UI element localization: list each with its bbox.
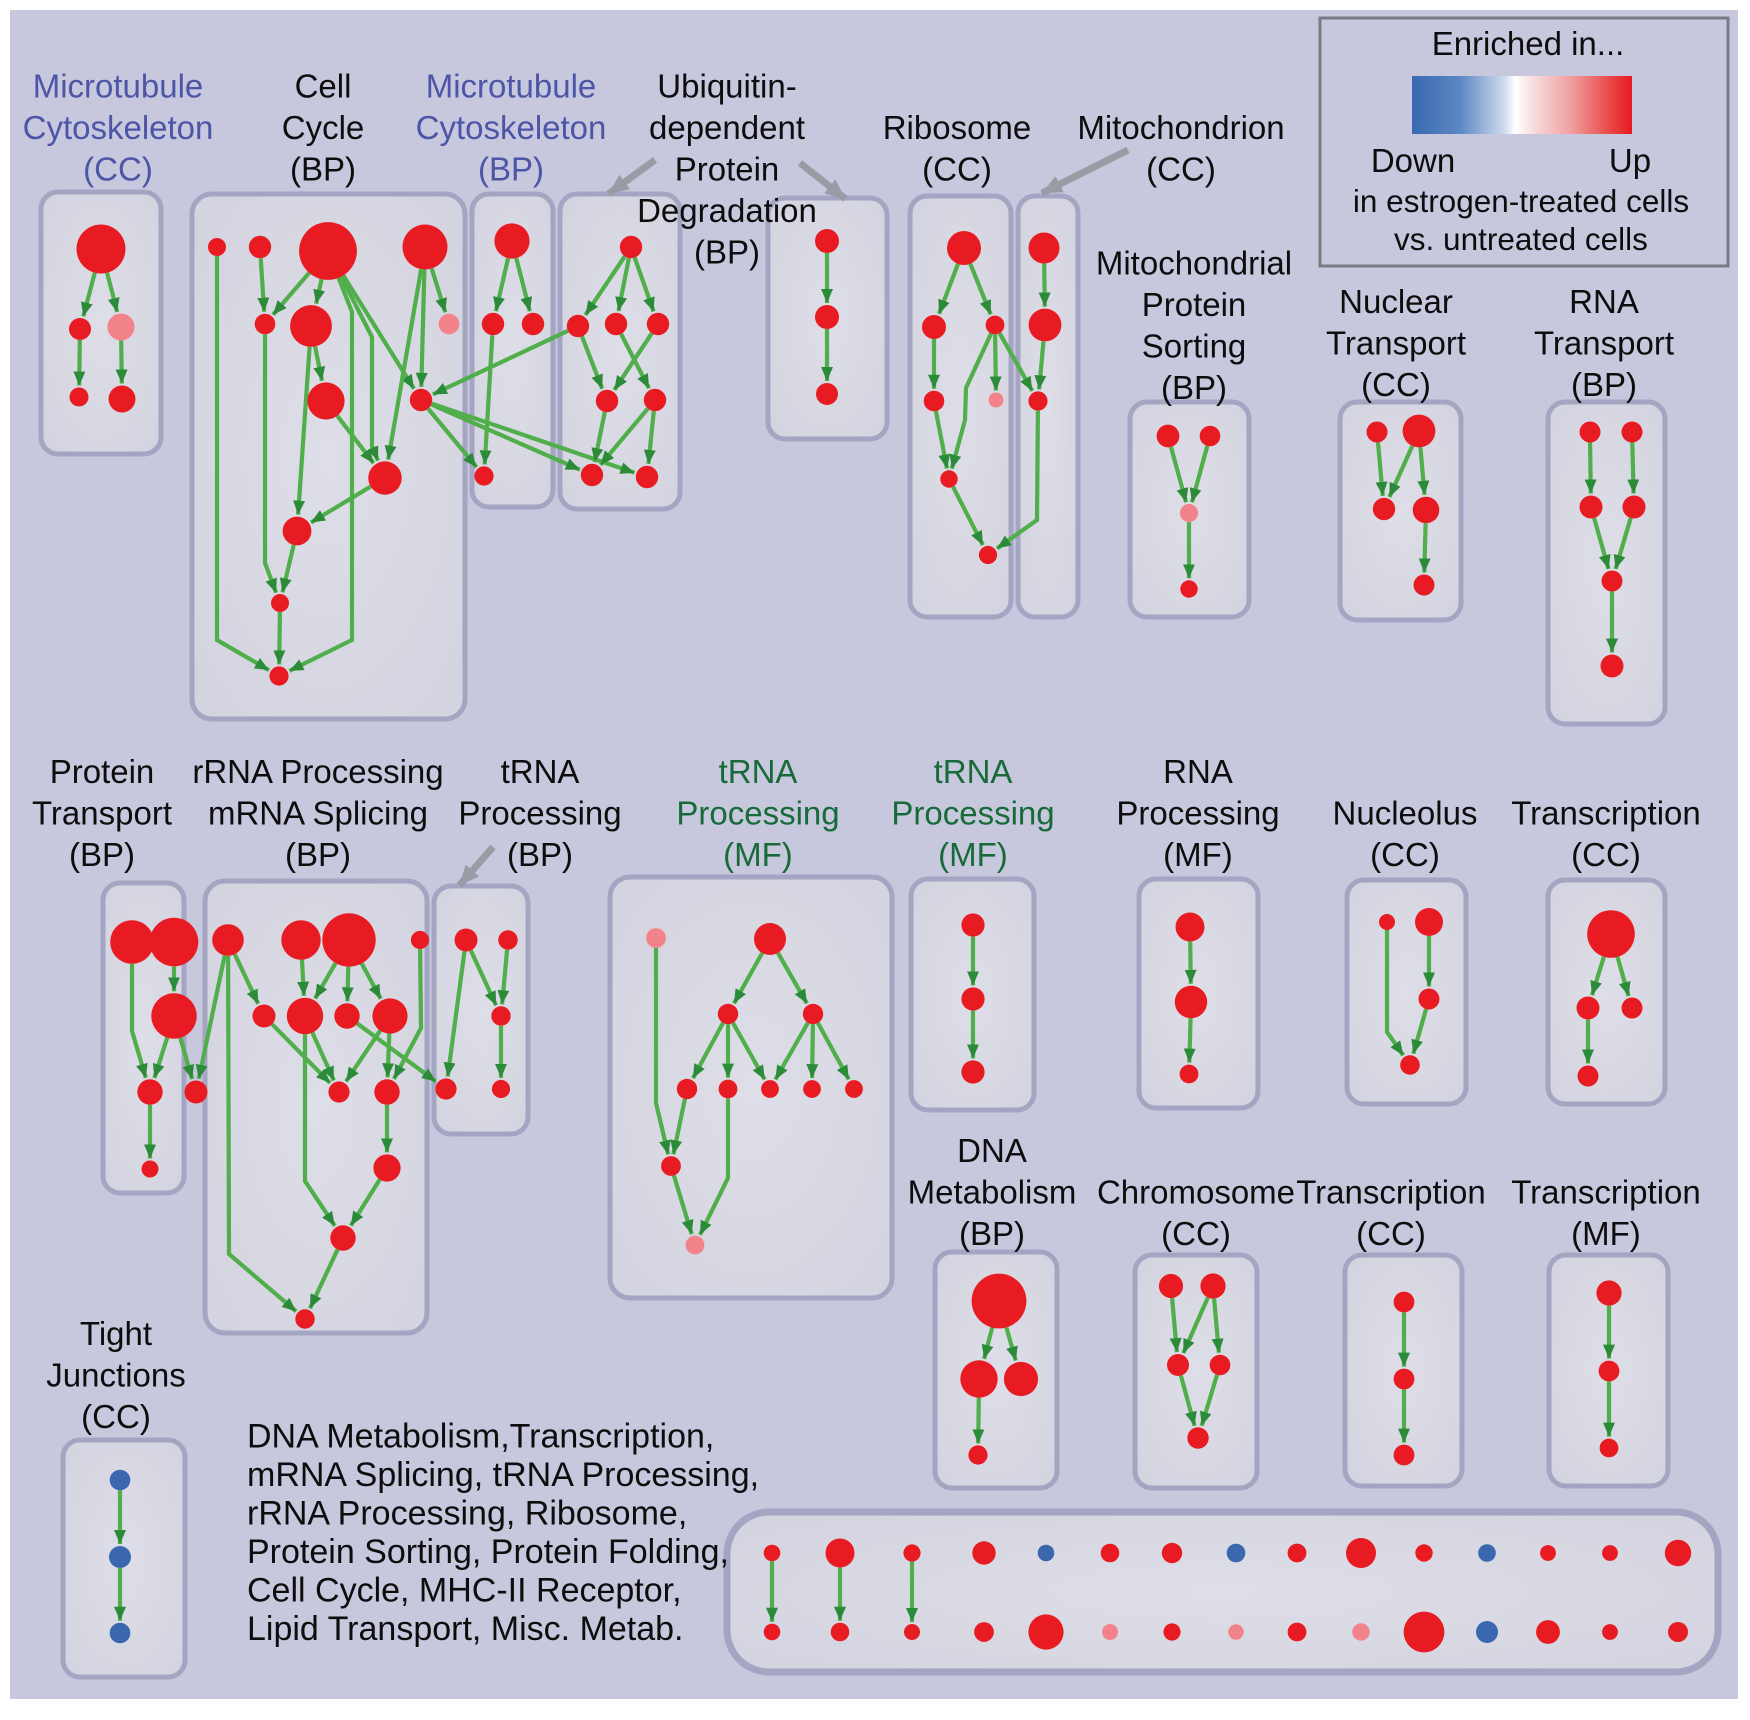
svg-text:Protein: Protein: [1142, 286, 1247, 323]
svg-text:Microtubule: Microtubule: [426, 68, 597, 105]
svg-text:Processing: Processing: [1116, 795, 1279, 832]
svg-text:Cell: Cell: [295, 68, 352, 105]
svg-text:Cytoskeleton: Cytoskeleton: [23, 109, 214, 146]
svg-text:Transcription: Transcription: [1511, 795, 1701, 832]
svg-text:(BP): (BP): [1571, 366, 1637, 403]
svg-text:Transport: Transport: [32, 795, 172, 832]
svg-text:Ubiquitin-: Ubiquitin-: [657, 68, 796, 105]
svg-text:(MF): (MF): [723, 836, 793, 873]
svg-text:Transport: Transport: [1326, 325, 1466, 362]
svg-text:Protein: Protein: [50, 753, 155, 790]
svg-text:Processing: Processing: [458, 795, 621, 832]
svg-text:(CC): (CC): [1361, 366, 1431, 403]
svg-text:Cytoskeleton: Cytoskeleton: [416, 109, 607, 146]
svg-text:(CC): (CC): [81, 1398, 151, 1435]
svg-text:(BP): (BP): [959, 1215, 1025, 1252]
svg-text:(CC): (CC): [83, 151, 153, 188]
svg-text:Mitochondrion: Mitochondrion: [1077, 109, 1284, 146]
svg-text:Up: Up: [1609, 142, 1651, 179]
svg-text:tRNA: tRNA: [934, 753, 1013, 790]
svg-text:(BP): (BP): [694, 234, 760, 271]
svg-text:RNA: RNA: [1163, 753, 1233, 790]
svg-text:Processing: Processing: [676, 795, 839, 832]
svg-text:mRNA Splicing: mRNA Splicing: [208, 795, 428, 832]
svg-text:Nucleolus: Nucleolus: [1333, 795, 1478, 832]
svg-text:DNA Metabolism,Transcription,: DNA Metabolism,Transcription,: [247, 1418, 714, 1456]
svg-text:(MF): (MF): [1163, 836, 1233, 873]
svg-text:rRNA Processing: rRNA Processing: [192, 753, 443, 790]
svg-text:Transcription: Transcription: [1511, 1174, 1701, 1211]
svg-text:(CC): (CC): [1356, 1215, 1426, 1252]
svg-text:tRNA: tRNA: [501, 753, 580, 790]
svg-text:(CC): (CC): [922, 151, 992, 188]
svg-text:Cycle: Cycle: [282, 109, 365, 146]
svg-text:(BP): (BP): [1161, 369, 1227, 406]
svg-text:Chromosome: Chromosome: [1097, 1174, 1295, 1211]
svg-text:(BP): (BP): [507, 836, 573, 873]
svg-text:Degradation: Degradation: [637, 192, 817, 229]
svg-text:Ribosome: Ribosome: [883, 109, 1032, 146]
svg-text:(MF): (MF): [938, 836, 1008, 873]
svg-text:Metabolism: Metabolism: [908, 1174, 1077, 1211]
svg-text:Microtubule: Microtubule: [33, 68, 204, 105]
svg-text:Nuclear: Nuclear: [1339, 283, 1453, 320]
svg-text:(MF): (MF): [1571, 1215, 1641, 1252]
svg-text:Down: Down: [1371, 142, 1455, 179]
svg-text:(CC): (CC): [1370, 836, 1440, 873]
svg-text:Cell Cycle, MHC-II Receptor,: Cell Cycle, MHC-II Receptor,: [247, 1572, 682, 1610]
svg-text:in estrogen-treated cells: in estrogen-treated cells: [1353, 183, 1689, 219]
svg-text:Protein Sorting, Protein Foldi: Protein Sorting, Protein Folding,: [247, 1533, 729, 1571]
svg-text:(BP): (BP): [285, 836, 351, 873]
svg-text:tRNA: tRNA: [719, 753, 798, 790]
svg-text:Tight: Tight: [80, 1315, 152, 1352]
svg-text:dependent: dependent: [649, 109, 805, 146]
svg-text:(CC): (CC): [1571, 836, 1641, 873]
svg-text:Enriched in...: Enriched in...: [1432, 25, 1625, 62]
svg-text:Lipid Transport, Misc. Metab.: Lipid Transport, Misc. Metab.: [247, 1610, 684, 1648]
svg-text:rRNA Processing, Ribosome,: rRNA Processing, Ribosome,: [247, 1495, 687, 1533]
svg-text:vs. untreated cells: vs. untreated cells: [1394, 221, 1648, 257]
svg-text:Processing: Processing: [891, 795, 1054, 832]
svg-text:RNA: RNA: [1569, 283, 1639, 320]
svg-text:Sorting: Sorting: [1142, 328, 1247, 365]
svg-text:Mitochondrial: Mitochondrial: [1096, 245, 1292, 282]
svg-text:(CC): (CC): [1146, 151, 1216, 188]
svg-text:(BP): (BP): [478, 151, 544, 188]
svg-text:Protein: Protein: [675, 151, 780, 188]
svg-text:(CC): (CC): [1161, 1215, 1231, 1252]
svg-text:(BP): (BP): [290, 151, 356, 188]
svg-text:Transcription: Transcription: [1296, 1174, 1486, 1211]
svg-text:(BP): (BP): [69, 836, 135, 873]
svg-text:DNA: DNA: [957, 1132, 1027, 1169]
svg-text:Transport: Transport: [1534, 325, 1674, 362]
svg-text:Junctions: Junctions: [46, 1357, 185, 1394]
svg-text:mRNA Splicing, tRNA Processing: mRNA Splicing, tRNA Processing,: [247, 1456, 759, 1494]
